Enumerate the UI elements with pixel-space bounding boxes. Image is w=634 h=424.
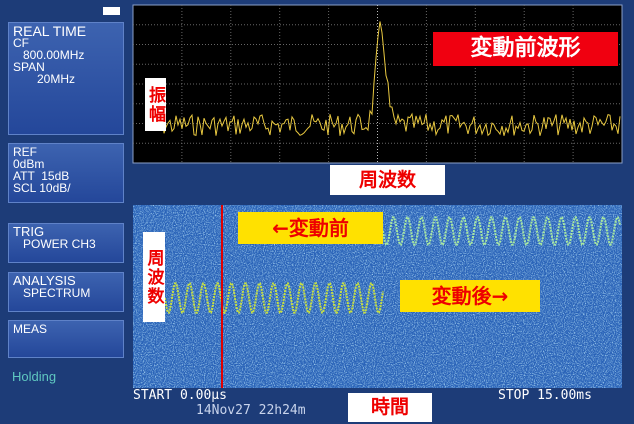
spectrum-y-label: 振幅 bbox=[145, 78, 166, 131]
analysis-value: SPECTRUM bbox=[23, 286, 91, 300]
mode-label: REAL TIME bbox=[13, 23, 87, 39]
cf-label: CF bbox=[13, 36, 29, 50]
meas-button[interactable]: MEAS bbox=[8, 320, 124, 358]
spectrogram-y-label: 周波数 bbox=[143, 232, 165, 322]
battery-icon bbox=[103, 7, 120, 15]
meas-label: MEAS bbox=[13, 322, 48, 336]
start-time: START 0.00μs bbox=[133, 388, 227, 403]
after-label: 変動後→ bbox=[400, 280, 540, 312]
trigger-button[interactable]: TRIG POWER CH3 bbox=[8, 223, 124, 263]
stop-time: STOP 15.00ms bbox=[498, 388, 592, 403]
trig-value: POWER CH3 bbox=[23, 237, 96, 251]
analysis-label: ANALYSIS bbox=[13, 273, 76, 288]
spectrum-trace bbox=[149, 21, 621, 137]
time-axis-label: 時間 bbox=[348, 393, 432, 422]
span-label: SPAN bbox=[13, 60, 45, 74]
waveform-before bbox=[164, 282, 384, 314]
ref-value: 0dBm bbox=[13, 157, 45, 171]
trig-label: TRIG bbox=[13, 224, 45, 239]
measurement-button[interactable]: REAL TIME CF 800.00MHz SPAN 20MHz bbox=[8, 22, 124, 135]
timestamp: 14Nov27 22h24m bbox=[196, 403, 306, 418]
status-text: Holding bbox=[12, 369, 57, 384]
reference-button[interactable]: REF 0dBm ATT 15dB SCL 10dB/ bbox=[8, 143, 124, 203]
spectrum-x-label: 周波数 bbox=[330, 165, 445, 195]
analysis-button[interactable]: ANALYSIS SPECTRUM bbox=[8, 272, 124, 312]
att-value: ATT 15dB bbox=[13, 169, 70, 183]
scale-value: SCL 10dB/ bbox=[13, 181, 71, 195]
ref-label: REF bbox=[13, 145, 37, 159]
spectrum-annotation: 変動前波形 bbox=[433, 32, 618, 66]
before-label: ←変動前 bbox=[238, 212, 383, 244]
cf-value: 800.00MHz bbox=[23, 48, 85, 62]
span-value: 20MHz bbox=[37, 72, 76, 86]
